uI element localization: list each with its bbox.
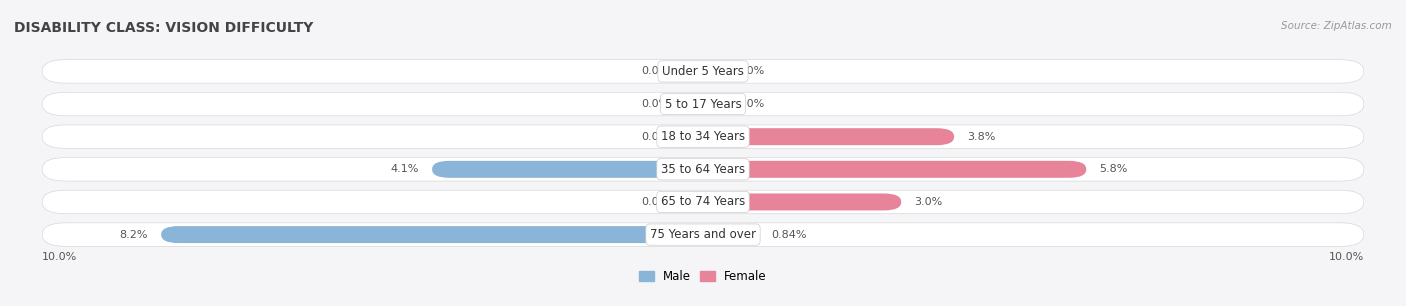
Text: 0.0%: 0.0% <box>641 66 669 76</box>
Text: 0.0%: 0.0% <box>737 99 765 109</box>
FancyBboxPatch shape <box>683 193 703 211</box>
Legend: Male, Female: Male, Female <box>634 266 772 288</box>
FancyBboxPatch shape <box>703 128 955 145</box>
Text: 8.2%: 8.2% <box>120 230 148 240</box>
Text: 18 to 34 Years: 18 to 34 Years <box>661 130 745 143</box>
FancyBboxPatch shape <box>42 92 1364 116</box>
Text: 0.0%: 0.0% <box>641 197 669 207</box>
FancyBboxPatch shape <box>42 158 1364 181</box>
FancyBboxPatch shape <box>683 128 703 145</box>
FancyBboxPatch shape <box>683 63 703 80</box>
Text: Source: ZipAtlas.com: Source: ZipAtlas.com <box>1281 21 1392 32</box>
Text: 5.8%: 5.8% <box>1099 164 1128 174</box>
FancyBboxPatch shape <box>42 190 1364 214</box>
Text: 3.8%: 3.8% <box>967 132 995 142</box>
Text: 4.1%: 4.1% <box>391 164 419 174</box>
Text: 0.0%: 0.0% <box>737 66 765 76</box>
Text: 10.0%: 10.0% <box>42 252 77 262</box>
Text: 5 to 17 Years: 5 to 17 Years <box>665 98 741 110</box>
FancyBboxPatch shape <box>42 223 1364 246</box>
Text: 35 to 64 Years: 35 to 64 Years <box>661 163 745 176</box>
FancyBboxPatch shape <box>703 63 723 80</box>
FancyBboxPatch shape <box>703 226 758 243</box>
Text: Under 5 Years: Under 5 Years <box>662 65 744 78</box>
Text: 65 to 74 Years: 65 to 74 Years <box>661 196 745 208</box>
FancyBboxPatch shape <box>162 226 703 243</box>
Text: 10.0%: 10.0% <box>1329 252 1364 262</box>
Text: 0.0%: 0.0% <box>641 132 669 142</box>
FancyBboxPatch shape <box>703 161 1087 178</box>
Text: DISABILITY CLASS: VISION DIFFICULTY: DISABILITY CLASS: VISION DIFFICULTY <box>14 21 314 35</box>
Text: 0.84%: 0.84% <box>772 230 807 240</box>
Text: 0.0%: 0.0% <box>641 99 669 109</box>
FancyBboxPatch shape <box>703 95 723 113</box>
Text: 75 Years and over: 75 Years and over <box>650 228 756 241</box>
Text: 3.0%: 3.0% <box>914 197 942 207</box>
FancyBboxPatch shape <box>42 60 1364 83</box>
FancyBboxPatch shape <box>683 95 703 113</box>
FancyBboxPatch shape <box>42 125 1364 148</box>
FancyBboxPatch shape <box>703 193 901 211</box>
FancyBboxPatch shape <box>432 161 703 178</box>
